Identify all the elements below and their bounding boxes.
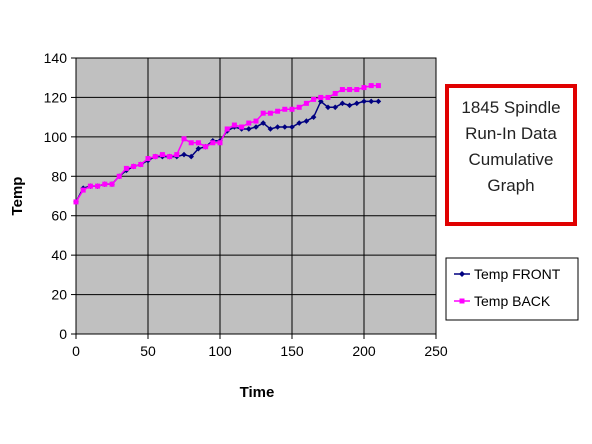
- data-point: [174, 152, 180, 158]
- data-point: [318, 94, 324, 100]
- data-point: [311, 96, 317, 102]
- data-point: [289, 106, 295, 112]
- data-point: [80, 187, 86, 193]
- data-point: [332, 104, 338, 111]
- data-point: [152, 154, 158, 160]
- data-point: [188, 140, 194, 146]
- data-point: [203, 144, 209, 150]
- data-point: [289, 124, 295, 130]
- plot-area: [75, 57, 437, 335]
- y-tick-label: 60: [51, 208, 67, 224]
- data-point: [73, 199, 79, 205]
- data-point: [310, 114, 317, 120]
- data-point: [217, 140, 223, 146]
- y-tick-label: 0: [59, 326, 67, 342]
- data-point: [275, 108, 281, 114]
- x-tick-label: 50: [140, 343, 156, 359]
- data-point: [325, 94, 331, 100]
- x-tick-label: 100: [208, 343, 232, 359]
- data-point: [354, 87, 360, 93]
- data-point: [361, 85, 367, 91]
- x-tick-label: 200: [352, 343, 376, 359]
- annotation-box: 1845 Spindle Run-In Data Cumulative Grap…: [445, 84, 577, 226]
- data-point: [346, 102, 353, 109]
- data-point: [116, 173, 122, 179]
- data-point: [260, 120, 266, 126]
- legend-label-front: Temp FRONT: [474, 266, 561, 282]
- series-layer: [73, 83, 382, 205]
- x-tick-label: 250: [424, 343, 448, 359]
- annotation-line-2: Run-In Data: [465, 124, 557, 143]
- data-point: [109, 181, 115, 187]
- data-point: [87, 183, 93, 189]
- data-point: [375, 83, 381, 89]
- data-point: [282, 106, 288, 112]
- data-point: [138, 161, 144, 167]
- data-point: [368, 83, 374, 89]
- data-point: [231, 122, 237, 128]
- x-tick-label: 150: [280, 343, 304, 359]
- data-point: [95, 183, 101, 189]
- y-tick-label: 40: [51, 247, 67, 263]
- data-point: [375, 98, 382, 105]
- data-point: [253, 124, 259, 130]
- data-point: [181, 151, 187, 158]
- data-point: [274, 124, 281, 130]
- data-point: [361, 98, 367, 105]
- data-point: [210, 140, 216, 146]
- data-point: [296, 120, 302, 126]
- data-point: [123, 165, 129, 171]
- y-tick-label: 80: [51, 168, 67, 184]
- gridlines: [76, 58, 436, 334]
- data-point: [339, 100, 346, 107]
- data-point: [224, 126, 230, 132]
- data-point: [239, 124, 245, 130]
- legend-marker-back: [459, 298, 465, 304]
- data-point: [339, 87, 345, 93]
- data-point: [267, 126, 274, 132]
- data-point: [167, 154, 173, 160]
- legend: Temp FRONT Temp BACK: [445, 257, 579, 321]
- annotation-line-3: Cumulative: [468, 150, 553, 169]
- data-point: [253, 118, 259, 124]
- data-point: [368, 98, 374, 105]
- data-point: [246, 126, 252, 132]
- y-tick-label: 20: [51, 287, 67, 303]
- y-tick-label: 100: [44, 129, 68, 145]
- data-point: [181, 136, 187, 142]
- data-point: [267, 110, 273, 116]
- legend-label-back: Temp BACK: [474, 293, 551, 309]
- data-point: [260, 110, 266, 116]
- y-tick-label: 120: [44, 89, 68, 105]
- data-point: [318, 98, 324, 105]
- data-point: [195, 145, 202, 152]
- data-point: [296, 104, 302, 110]
- data-point: [354, 100, 360, 107]
- annotation-line-4: Graph: [487, 176, 534, 195]
- data-point: [131, 163, 137, 169]
- x-axis-title: Time: [240, 384, 275, 401]
- data-point: [246, 120, 252, 126]
- legend-marker-front: [459, 271, 465, 277]
- y-tick-label: 140: [44, 50, 68, 66]
- data-point: [303, 118, 310, 124]
- data-point: [303, 100, 309, 106]
- data-point: [188, 153, 194, 160]
- series-temp-back: [73, 83, 381, 205]
- data-point: [325, 104, 331, 111]
- x-tick-label: 0: [72, 343, 80, 359]
- data-point: [159, 152, 165, 158]
- y-axis-title: Temp: [9, 177, 26, 216]
- data-point: [282, 124, 288, 130]
- data-point: [102, 181, 108, 187]
- axes: 0 50 100 150 200 250 0 20 40 60 80 100 120 140: [44, 50, 448, 359]
- annotation-line-1: 1845 Spindle: [461, 98, 560, 117]
- data-point: [195, 140, 201, 146]
- data-point: [145, 156, 151, 162]
- data-point: [347, 87, 353, 93]
- data-point: [332, 90, 338, 96]
